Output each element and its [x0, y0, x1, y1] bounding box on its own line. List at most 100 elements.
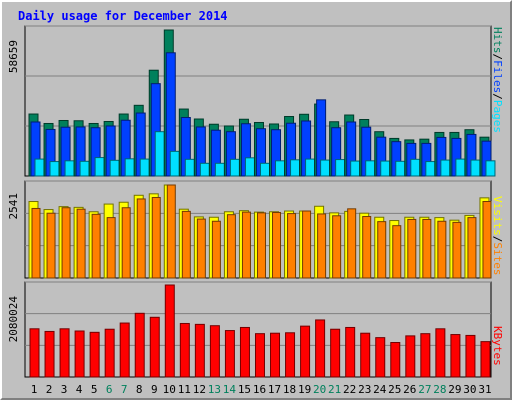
pages-bar [94, 157, 105, 177]
legend-separator: / [491, 236, 504, 243]
legend-separator: / [491, 93, 504, 100]
sites-bar [241, 211, 251, 279]
day-label: 18 [283, 383, 296, 396]
day-label: 19 [298, 383, 311, 396]
day-label: 23 [358, 383, 371, 396]
day-label: 12 [193, 383, 206, 396]
sites-bar [166, 184, 176, 279]
kbytes-bar [360, 332, 371, 378]
kbytes-bar [300, 325, 311, 378]
kbytes-bar [420, 333, 431, 378]
day-label: 3 [61, 383, 68, 396]
pages-bar [455, 158, 466, 177]
day-label: 27 [418, 383, 431, 396]
pages-bar [139, 158, 150, 177]
day-label: 2 [46, 383, 53, 396]
sites-bar [287, 213, 297, 279]
sites-bar [136, 198, 146, 279]
pages-bar [244, 157, 255, 177]
sites-bar [46, 212, 56, 279]
panel-2-legend: Visits/Sites [491, 196, 504, 276]
pages-bar [214, 162, 225, 177]
pages-bar [49, 161, 60, 177]
sites-bar [121, 207, 131, 279]
kbytes-bar [209, 325, 220, 378]
pages-bar [350, 160, 361, 177]
legend-pages: Pages [491, 100, 504, 133]
legend-visits: Visits [491, 196, 504, 236]
kbytes-bar [119, 322, 130, 378]
day-label: 7 [121, 383, 128, 396]
legend-separator: / [491, 54, 504, 61]
day-label: 17 [268, 383, 281, 396]
day-label: 4 [76, 383, 83, 396]
kbytes-bar [254, 333, 265, 378]
day-label: 29 [448, 383, 461, 396]
kbytes-bar [74, 330, 85, 378]
day-label: 9 [151, 383, 158, 396]
day-label: 13 [208, 383, 221, 396]
pages-bar [79, 160, 90, 177]
day-label: 16 [253, 383, 266, 396]
pages-bar [124, 158, 135, 177]
sites-bar [452, 221, 462, 279]
sites-bar [226, 214, 236, 279]
sites-bar [151, 196, 161, 279]
pages-bar [365, 160, 376, 177]
kbytes-bar [270, 332, 281, 378]
legend-files: Files [491, 60, 504, 93]
pages-bar [290, 159, 301, 177]
sites-bar [196, 218, 206, 279]
day-label: 1 [31, 383, 38, 396]
kbytes-bar [194, 323, 205, 378]
sites-bar [272, 211, 282, 279]
kbytes-bar [59, 328, 70, 378]
sites-bar [422, 218, 432, 279]
sites-bar [181, 210, 191, 279]
day-label: 15 [238, 383, 251, 396]
pages-bar [335, 159, 346, 177]
sites-bar [76, 208, 86, 279]
kbytes-bar [104, 328, 115, 378]
sites-bar [317, 213, 327, 279]
kbytes-bar [435, 328, 446, 378]
pages-bar [229, 158, 240, 177]
kbytes-bar [89, 331, 100, 378]
day-label: 14 [223, 383, 237, 396]
pages-bar [109, 159, 120, 177]
day-label: 20 [313, 383, 326, 396]
kbytes-bar [315, 319, 326, 378]
pages-bar [380, 160, 391, 177]
pages-bar [470, 159, 481, 177]
kbytes-bar [164, 284, 175, 378]
panel-1-max-label: 58659 [7, 40, 20, 73]
panel-3-legend: KBytes [491, 326, 504, 366]
day-label: 24 [373, 383, 387, 396]
pages-bar [410, 158, 421, 177]
panel-1-legend: Hits/Files/Pages [491, 27, 504, 133]
sites-bar [482, 201, 492, 279]
sites-bar [106, 217, 116, 279]
pages-bar [395, 160, 406, 177]
day-label: 25 [388, 383, 401, 396]
pages-bar [305, 158, 316, 177]
legend-sites: Sites [491, 242, 504, 275]
legend-kbytes: KBytes [491, 326, 504, 366]
pages-bar [199, 162, 210, 177]
kbytes-bar [149, 316, 160, 378]
kbytes-bar [179, 322, 190, 378]
day-label: 5 [91, 383, 98, 396]
kbytes-bar [390, 342, 401, 378]
day-label: 8 [136, 383, 143, 396]
kbytes-bar [450, 334, 461, 378]
sites-bar [61, 207, 71, 279]
kbytes-bar [134, 312, 145, 378]
panel-3-max-label: 2080024 [7, 296, 20, 343]
pages-bar [169, 150, 180, 177]
pages-bar [34, 158, 45, 177]
sites-bar [302, 210, 312, 279]
pages-bar [154, 131, 165, 177]
pages-bar [485, 160, 496, 177]
kbytes-bar [330, 328, 341, 378]
